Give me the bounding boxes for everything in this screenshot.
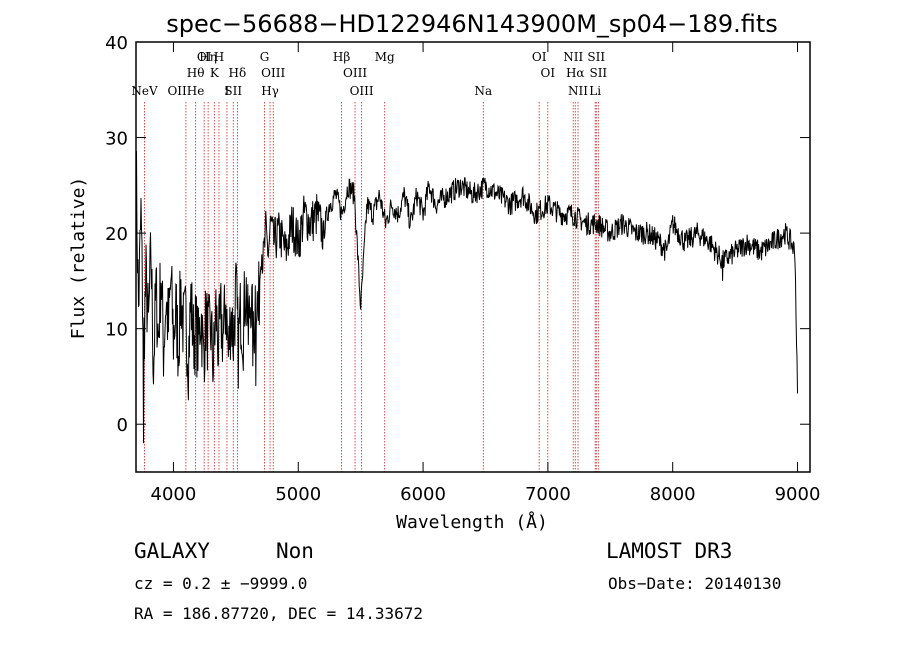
x-tick-label: 9000 xyxy=(775,484,821,505)
emission-line-label: Hα xyxy=(566,66,585,80)
emission-line-label: G xyxy=(260,50,270,64)
emission-line-label: I xyxy=(225,84,230,98)
emission-line-label: Hδ xyxy=(229,66,247,80)
x-axis-label: Wavelength (Å) xyxy=(396,511,548,533)
emission-line-label: OIII xyxy=(350,84,374,98)
emission-line-label: SII xyxy=(224,84,242,98)
y-tick-label: 40 xyxy=(105,33,128,54)
x-tick-label: 6000 xyxy=(400,484,446,505)
emission-line-label: Hη xyxy=(199,50,217,64)
y-axis-ticks: 0 10 20 30 40 xyxy=(105,33,810,436)
emission-line-labels: NeV OIIHeHθOIHηKHISIIHδGOIIIHγHβOIIIOIIIM… xyxy=(131,50,607,98)
y-axis-label: Flux (relative) xyxy=(68,177,89,340)
emission-line-label: Hγ xyxy=(261,84,279,98)
y-tick-label: 10 xyxy=(105,320,128,341)
emission-line-label: H xyxy=(214,50,224,64)
emission-line-label: OI xyxy=(532,50,547,64)
emission-line-label: OIII xyxy=(343,66,367,80)
y-tick-label: 20 xyxy=(105,224,128,245)
emission-line-label: Hθ xyxy=(187,66,205,80)
emission-line-markers xyxy=(144,102,599,472)
redshift-text: cz = 0.2 ± −9999.0 xyxy=(134,574,307,593)
emission-line-label: NeV xyxy=(131,84,158,98)
emission-line-label: SII xyxy=(587,50,605,64)
x-tick-label: 5000 xyxy=(275,484,321,505)
emission-line-label: Na xyxy=(474,84,492,98)
x-axis-ticks: 4000 5000 6000 7000 8000 9000 xyxy=(151,42,821,505)
x-tick-label: 8000 xyxy=(650,484,696,505)
object-subclass: Non xyxy=(276,539,314,563)
emission-line-label: SII xyxy=(589,66,607,80)
y-tick-label: 30 xyxy=(105,129,128,150)
emission-line-label: Li xyxy=(589,84,601,98)
survey-name: LAMOST DR3 xyxy=(606,539,732,563)
emission-line-label: NII xyxy=(568,84,588,98)
x-tick-label: 4000 xyxy=(151,484,197,505)
object-class: GALAXY xyxy=(134,539,210,563)
x-tick-label: 7000 xyxy=(525,484,571,505)
emission-line-label: OI xyxy=(197,50,212,64)
emission-line-label: OIII xyxy=(261,66,285,80)
emission-line-label: Mg xyxy=(375,50,395,64)
emission-line-label: Hβ xyxy=(333,50,350,64)
emission-line-label: OIIHe xyxy=(167,84,204,98)
observation-date: Obs−Date: 20140130 xyxy=(608,574,781,593)
emission-line-label: NII xyxy=(563,50,583,64)
emission-line-label: OI xyxy=(541,66,556,80)
y-tick-label: 0 xyxy=(117,415,128,436)
plot-frame xyxy=(135,41,811,473)
coordinates-text: RA = 186.87720, DEC = 14.33672 xyxy=(134,604,423,623)
spectrum-trace xyxy=(135,151,798,444)
emission-line-label: K xyxy=(210,66,220,80)
chart-title: spec−56688−HD122946N143900M_sp04−189.fit… xyxy=(166,10,778,38)
